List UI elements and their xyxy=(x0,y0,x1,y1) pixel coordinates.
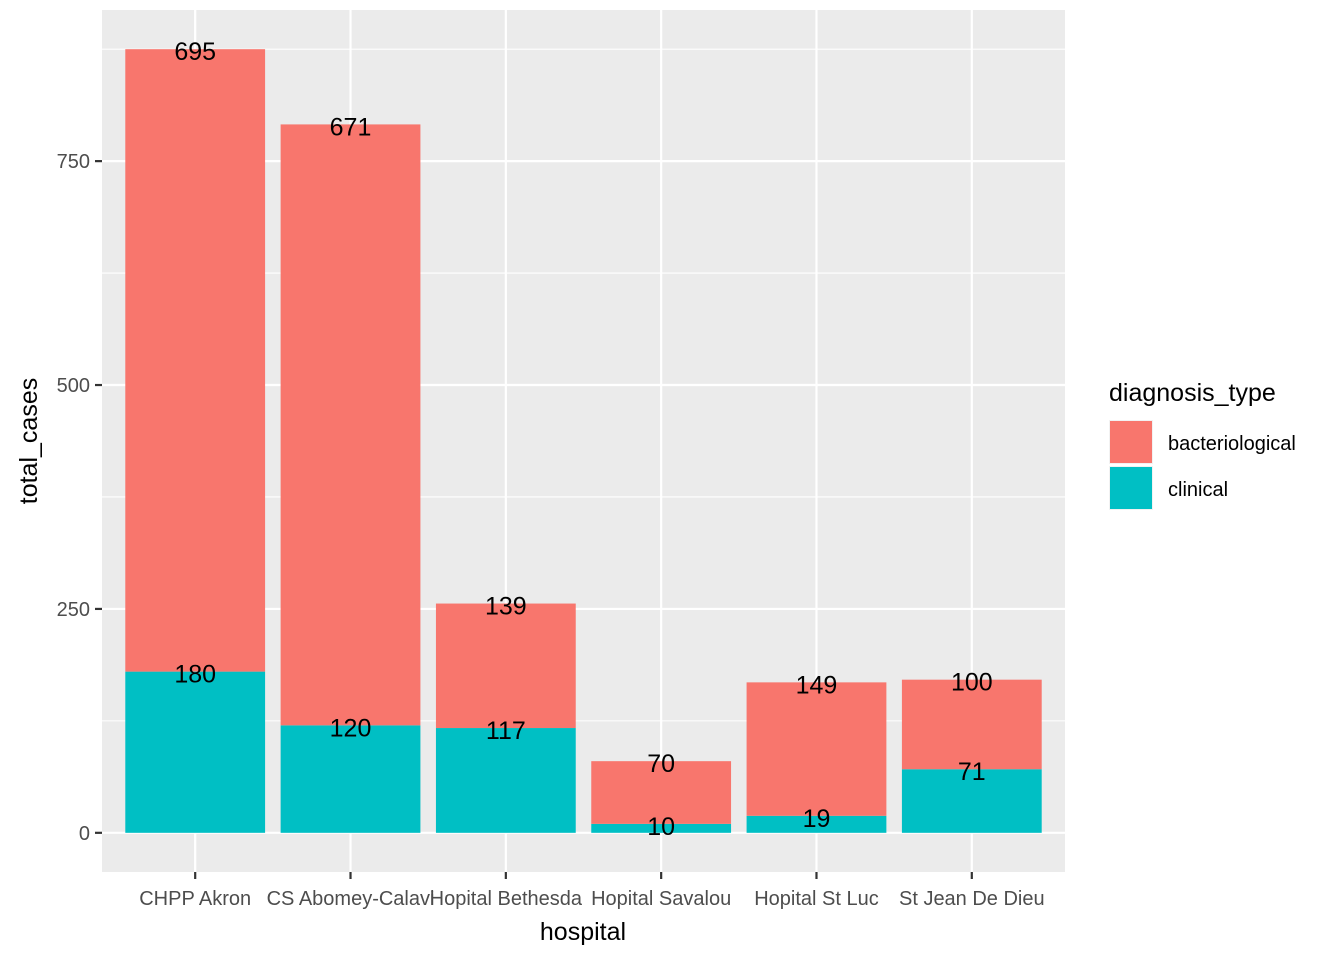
legend-swatch-clinical xyxy=(1110,467,1152,509)
bar-value-label: 671 xyxy=(330,113,372,141)
bar-value-label: 695 xyxy=(174,38,216,66)
x-tick-label: St Jean De Dieu xyxy=(899,888,1045,910)
legend-label-bacteriological: bacteriological xyxy=(1168,433,1296,455)
bar-bacteriological xyxy=(746,682,887,816)
bar-value-label: 117 xyxy=(486,717,526,745)
bar-value-label: 120 xyxy=(330,714,372,742)
x-tick-label: Hopital Savalou xyxy=(591,888,731,910)
y-tick-label: 750 xyxy=(57,151,90,173)
bar-value-label: 149 xyxy=(796,671,838,699)
y-axis-title: total_cases xyxy=(15,378,43,504)
bar-bacteriological xyxy=(591,761,732,824)
legend-label-clinical: clinical xyxy=(1168,479,1228,501)
bar-clinical xyxy=(125,671,266,833)
x-axis-title: hospital xyxy=(540,918,626,946)
bar-clinical xyxy=(435,728,576,833)
bar-clinical xyxy=(280,725,421,833)
bar-value-label: 180 xyxy=(174,661,216,689)
y-tick-label: 500 xyxy=(57,375,90,397)
bar-clinical xyxy=(746,815,887,833)
x-tick-label: CHPP Akron xyxy=(139,888,251,910)
legend-swatch-bacteriological xyxy=(1110,421,1152,463)
x-tick-label: Hopital Bethesda xyxy=(430,888,583,910)
bar-value-label: 10 xyxy=(647,813,675,841)
bars xyxy=(125,49,1042,833)
bar-clinical xyxy=(901,769,1042,833)
bar-bacteriological xyxy=(280,124,421,726)
bar-value-label: 70 xyxy=(647,750,675,778)
legend-title: diagnosis_type xyxy=(1109,379,1276,407)
legend: diagnosis_type bacteriological clinical xyxy=(1109,379,1296,510)
bar-clinical xyxy=(591,823,732,833)
bar-labels: 180 695 120 671 117 139 10 70 19 149 71 100 xyxy=(174,38,992,841)
x-tick-label: CS Abomey-Calavi xyxy=(267,888,435,910)
bar-bacteriological xyxy=(125,49,266,672)
bar-value-label: 100 xyxy=(951,669,993,697)
bar-value-label: 71 xyxy=(958,758,986,786)
bar-bacteriological xyxy=(901,679,1042,770)
x-tick-label: Hopital St Luc xyxy=(754,888,879,910)
y-axis: 0 250 500 750 xyxy=(57,151,102,845)
bar-value-label: 139 xyxy=(485,593,527,621)
y-tick-label: 0 xyxy=(79,823,90,845)
bar-bacteriological xyxy=(435,603,576,729)
y-tick-label: 250 xyxy=(57,599,90,621)
bar-value-label: 19 xyxy=(803,805,831,833)
